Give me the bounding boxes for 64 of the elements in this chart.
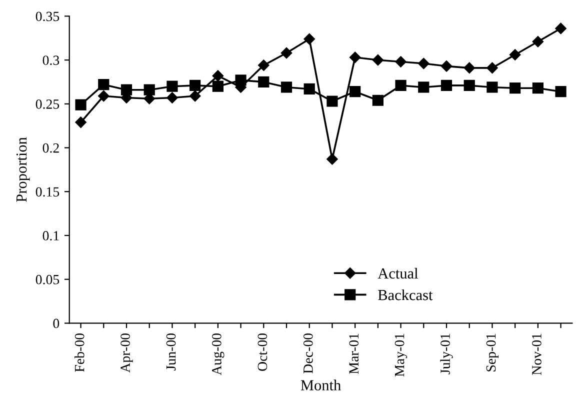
x-tick-label: Oct-00 <box>258 333 268 371</box>
point <box>144 84 155 96</box>
y-tick-label: 0.1 <box>42 231 59 240</box>
point <box>418 82 430 93</box>
x-tick-label: Jun-00 <box>166 333 176 370</box>
y-tick-label: 0.35 <box>36 12 60 22</box>
x-tick-label: Aug-00 <box>212 333 224 376</box>
point <box>258 60 270 71</box>
point <box>418 58 430 70</box>
y-tick-label: 0.25 <box>36 99 60 109</box>
point <box>75 116 86 128</box>
point <box>555 22 566 34</box>
y-axis-title: Proportion <box>16 137 30 202</box>
x-tick-label: May-01 <box>394 334 408 376</box>
point <box>280 47 292 59</box>
x-tick-label: July-01 <box>440 334 453 374</box>
x-tick-label: Mar-01 <box>349 334 359 374</box>
point <box>510 82 521 94</box>
point <box>120 84 132 96</box>
x-tick-label: Feb-00 <box>74 333 84 372</box>
point <box>372 94 384 106</box>
point <box>189 90 201 102</box>
point <box>440 60 452 72</box>
point <box>280 82 292 93</box>
point <box>326 96 338 107</box>
x-tick-label: Apr-00 <box>120 333 133 373</box>
point <box>350 86 361 98</box>
point <box>532 82 544 94</box>
x-tick-label: Dec-00 <box>303 333 313 374</box>
x-tick-label: Nov-01 <box>532 334 542 375</box>
point <box>304 33 315 45</box>
point <box>440 80 452 92</box>
point <box>395 80 406 92</box>
point <box>212 80 224 92</box>
point <box>486 62 498 74</box>
y-tick-label: 0.3 <box>42 56 60 66</box>
point <box>190 80 201 92</box>
point <box>464 62 475 74</box>
point <box>349 52 361 63</box>
y-tick-label: 0.05 <box>36 274 60 284</box>
point <box>509 49 521 60</box>
point <box>464 80 475 92</box>
point <box>326 154 338 165</box>
point <box>372 54 384 66</box>
point <box>75 99 86 110</box>
point <box>166 92 178 104</box>
point <box>555 86 566 98</box>
x-axis-title: Month <box>300 380 341 390</box>
legend-label: Backcast <box>378 289 433 300</box>
legend-label: Actual <box>378 268 418 279</box>
point <box>235 74 246 86</box>
y-tick-label: 0.15 <box>36 187 60 197</box>
point <box>486 82 498 93</box>
y-tick-label: 0 <box>53 318 60 328</box>
point <box>98 79 110 90</box>
point <box>395 56 406 68</box>
point <box>532 36 544 48</box>
y-tick-label: 0.2 <box>42 143 59 153</box>
point <box>166 80 178 92</box>
point <box>98 90 110 102</box>
point <box>304 83 315 95</box>
point <box>258 76 270 88</box>
x-tick-label: Sep-01 <box>486 334 499 372</box>
point <box>212 70 224 82</box>
